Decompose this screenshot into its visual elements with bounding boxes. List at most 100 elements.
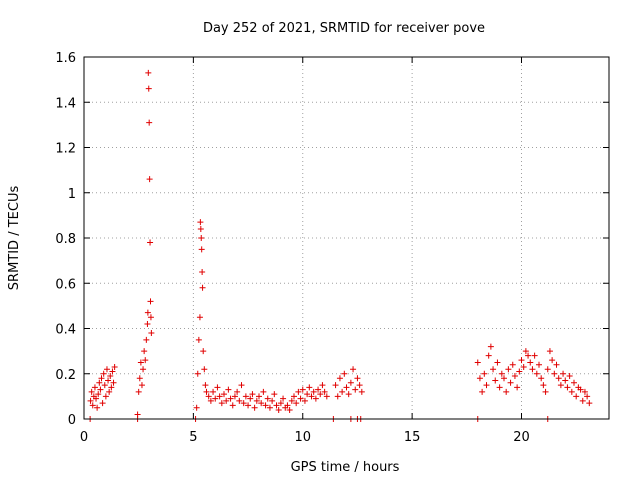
y-tick-label: 0.6 (55, 277, 76, 292)
data-point (586, 400, 593, 407)
data-point (546, 348, 553, 355)
data-point (490, 366, 497, 373)
data-point (93, 395, 100, 402)
data-point (507, 379, 514, 386)
x-tick-label: 5 (189, 430, 197, 445)
data-point (577, 386, 584, 393)
data-point (108, 384, 115, 391)
data-point (310, 388, 317, 395)
data-point (245, 402, 252, 409)
data-point (573, 393, 580, 400)
data-point (101, 382, 108, 389)
data-point (145, 69, 152, 76)
data-point (207, 397, 214, 404)
data-point (352, 386, 359, 393)
data-point (229, 402, 236, 409)
data-point (514, 384, 521, 391)
data-point (286, 406, 293, 413)
data-point (194, 370, 201, 377)
data-point (549, 357, 556, 364)
data-point (553, 361, 560, 368)
data-point (100, 370, 107, 377)
data-point (193, 404, 200, 411)
data-point (238, 382, 245, 389)
data-point (253, 397, 260, 404)
data-point (284, 402, 291, 409)
data-point (99, 400, 106, 407)
data-point (266, 404, 273, 411)
data-point (540, 382, 547, 389)
data-point (197, 219, 204, 226)
data-point (568, 388, 575, 395)
x-tick-label: 15 (404, 430, 421, 445)
data-point (538, 375, 545, 382)
y-tick-label: 0.8 (55, 232, 76, 247)
data-point (135, 388, 142, 395)
data-point (148, 330, 155, 337)
data-point (562, 377, 569, 384)
data-point (496, 384, 503, 391)
data-point (147, 314, 154, 321)
data-point (557, 382, 564, 389)
data-point (323, 393, 330, 400)
data-point (511, 373, 518, 380)
data-point (343, 384, 350, 391)
data-point (218, 400, 225, 407)
data-point (509, 361, 516, 368)
data-point (476, 375, 483, 382)
data-point (358, 388, 365, 395)
data-point (339, 388, 346, 395)
data-point (571, 379, 577, 386)
data-point (105, 377, 112, 384)
data-point (345, 391, 352, 398)
data-point (205, 393, 212, 400)
data-point (332, 382, 339, 389)
data-point (256, 393, 262, 400)
data-point (271, 391, 278, 398)
data-point (240, 400, 247, 407)
data-point (145, 85, 152, 92)
data-point (221, 391, 227, 398)
data-point (91, 384, 98, 391)
data-point (336, 375, 343, 382)
y-axis-label: SRMTID / TECUs (7, 186, 22, 291)
data-point (141, 348, 148, 355)
data-point (317, 391, 324, 398)
data-point (225, 386, 232, 393)
data-point (356, 382, 363, 389)
data-point (494, 359, 501, 366)
data-point (147, 239, 154, 246)
data-point (516, 368, 523, 375)
data-point (143, 336, 150, 343)
data-point (479, 388, 486, 395)
grid (84, 57, 609, 419)
data-point (277, 400, 284, 407)
data-point (251, 404, 258, 411)
data-point (89, 402, 96, 409)
x-tick-label: 10 (294, 430, 311, 445)
data-point (555, 375, 562, 382)
data-point (260, 388, 267, 395)
data-point (531, 352, 538, 359)
data-point (581, 388, 588, 395)
data-point (354, 375, 361, 382)
data-point (137, 359, 144, 366)
data-point (87, 397, 94, 404)
y-tick-label: 1.6 (55, 51, 76, 66)
data-point (297, 395, 304, 402)
data-point (144, 309, 151, 316)
data-point (199, 268, 206, 275)
data-point (350, 366, 357, 373)
data-point (201, 366, 208, 373)
data-point (579, 397, 586, 404)
data-point (280, 395, 287, 402)
data-point (88, 388, 95, 395)
data-point (144, 320, 151, 327)
chart-title: Day 252 of 2021, SRMTID for receiver pov… (203, 21, 485, 36)
data-point (97, 386, 104, 393)
data-point (247, 395, 254, 402)
data-point (198, 246, 205, 253)
data-point (525, 352, 532, 359)
data-point (94, 404, 101, 411)
